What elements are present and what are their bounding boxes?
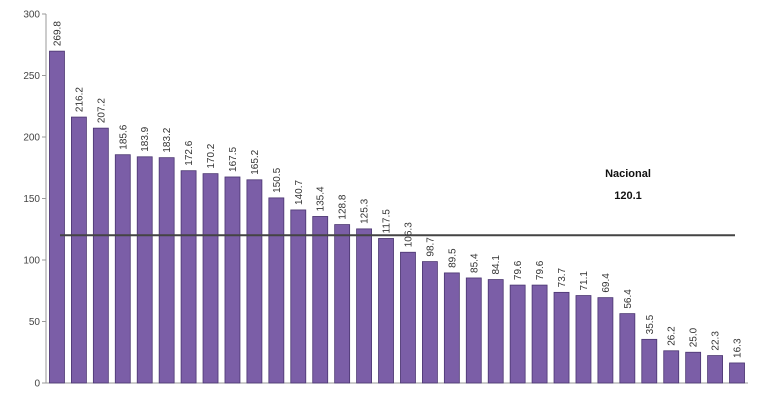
bar	[114, 154, 131, 384]
bar	[290, 209, 307, 384]
bar	[49, 50, 65, 384]
value-label: 207.2	[96, 98, 107, 123]
bar	[136, 156, 153, 384]
y-tick-label: 50	[29, 317, 41, 328]
value-label: 79.6	[535, 260, 546, 280]
value-label: 22.3	[711, 331, 722, 351]
value-label: 35.5	[645, 314, 656, 334]
value-label: 150.5	[272, 167, 283, 192]
bar	[443, 272, 460, 384]
value-label: 183.9	[140, 126, 151, 151]
bar	[487, 279, 504, 384]
bar	[378, 238, 394, 384]
bar	[575, 295, 592, 384]
value-label: 26.2	[667, 326, 678, 346]
value-label: 56.4	[623, 289, 634, 309]
bar	[509, 284, 526, 384]
value-label: 25.0	[689, 327, 700, 347]
bar	[268, 197, 285, 384]
value-label: 79.6	[513, 260, 524, 280]
value-label: 16.3	[733, 338, 744, 358]
bar	[202, 173, 219, 384]
value-label: 183.2	[162, 127, 173, 152]
bar	[158, 157, 175, 384]
bar	[400, 251, 416, 384]
value-label: 73.7	[557, 267, 568, 287]
bar	[224, 176, 241, 384]
value-label: 170.2	[206, 143, 217, 168]
value-label: 165.2	[250, 149, 261, 174]
bar	[71, 116, 87, 384]
bar	[531, 284, 548, 384]
bar	[334, 224, 351, 384]
y-tick-label: 200	[23, 133, 40, 144]
value-label: 117.5	[382, 209, 393, 234]
y-tick-label: 250	[23, 71, 40, 82]
y-tick-label: 0	[34, 379, 40, 390]
bar	[663, 350, 680, 384]
bar	[729, 362, 745, 384]
value-label: 71.1	[579, 271, 590, 291]
value-label: 85.4	[469, 253, 480, 273]
bar	[685, 351, 702, 384]
bar	[312, 216, 329, 384]
value-label: 185.6	[118, 124, 129, 149]
bar	[92, 127, 109, 384]
value-label: 172.6	[184, 140, 195, 165]
value-label: 89.5	[447, 248, 458, 268]
y-tick-label: 100	[23, 256, 40, 267]
value-label: 128.8	[338, 194, 349, 219]
bar	[553, 291, 570, 384]
bar	[246, 179, 263, 384]
reference-label: Nacional	[605, 168, 651, 180]
bar	[422, 261, 438, 384]
y-tick-label: 150	[23, 194, 40, 205]
bar	[641, 338, 658, 384]
value-label: 98.7	[425, 237, 436, 257]
value-label: 216.2	[74, 87, 85, 112]
bar	[619, 313, 636, 384]
bar	[180, 170, 197, 384]
bar	[707, 355, 723, 384]
value-label: 269.8	[52, 21, 63, 46]
value-label: 167.5	[228, 147, 239, 172]
value-label: 69.4	[601, 273, 612, 293]
value-label: 140.7	[294, 179, 305, 204]
value-label: 135.4	[316, 186, 327, 211]
value-label: 84.1	[491, 255, 502, 275]
value-label: 125.3	[360, 198, 371, 223]
bar	[597, 297, 614, 384]
bar	[356, 228, 372, 384]
reference-value: 120.1	[614, 190, 642, 202]
y-tick-label: 300	[23, 10, 40, 21]
bar	[465, 277, 482, 384]
